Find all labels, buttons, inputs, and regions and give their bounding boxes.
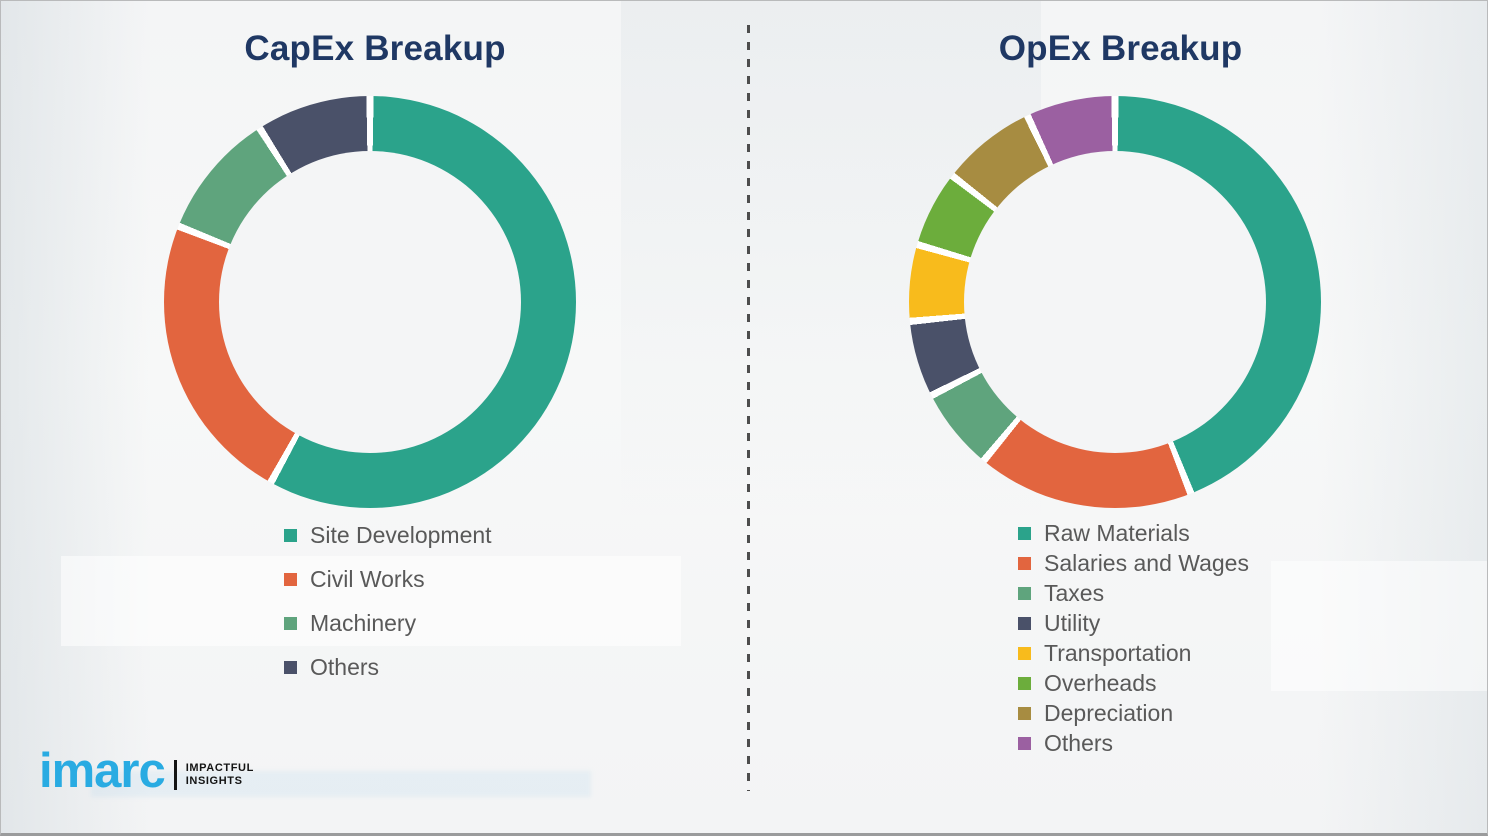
legend-label: Depreciation xyxy=(1044,699,1174,726)
legend-item: Overheads xyxy=(1018,668,1249,698)
legend-swatch xyxy=(284,660,297,674)
legend-label: Taxes xyxy=(1044,579,1105,606)
legend-label: Others xyxy=(310,653,380,680)
legend-label: Utility xyxy=(1044,609,1101,636)
legend-item: Site Development xyxy=(284,513,492,557)
legend-label: Transportation xyxy=(1044,639,1192,666)
legend-swatch xyxy=(1018,736,1031,750)
legend-swatch xyxy=(1018,586,1031,600)
imarc-wordmark: imarc xyxy=(39,744,166,798)
legend-swatch xyxy=(1018,676,1031,690)
logo-tagline-line2: INSIGHTS xyxy=(185,775,243,787)
legend-item: Transportation xyxy=(1018,638,1249,668)
dashed-divider xyxy=(747,25,750,791)
background-patch xyxy=(1271,561,1487,691)
logo-tagline-line1: IMPACTFUL xyxy=(185,762,254,774)
legend-item: Depreciation xyxy=(1018,698,1249,728)
background-patch xyxy=(1317,1,1487,833)
opex-chart-title: OpEx Breakup xyxy=(998,29,1243,68)
legend-label: Salaries and Wages xyxy=(1044,549,1249,576)
legend-item: Taxes xyxy=(1018,578,1249,608)
legend-swatch xyxy=(1018,706,1031,720)
legend-swatch xyxy=(1018,616,1031,630)
legend-label: Site Development xyxy=(310,521,492,548)
legend-item: Others xyxy=(284,645,492,689)
legend-swatch xyxy=(284,528,297,542)
capex-chart-title: CapEx Breakup xyxy=(244,29,506,68)
legend-item: Machinery xyxy=(284,601,492,645)
capex-donut-chart xyxy=(164,96,576,508)
capex-legend: Site Development Civil Works Machinery Othe… xyxy=(284,513,492,689)
legend-item: Salaries and Wages xyxy=(1018,548,1249,578)
logo-tagline: IMPACTFUL INSIGHTS xyxy=(186,762,254,788)
legend-swatch xyxy=(1018,556,1031,570)
logo-divider-bar xyxy=(173,760,177,790)
opex-donut-chart xyxy=(909,96,1321,508)
opex-donut-hole xyxy=(964,151,1266,453)
legend-swatch xyxy=(1018,646,1031,660)
legend-label: Others xyxy=(1044,729,1114,756)
opex-legend: Raw Materials Salaries and Wages Taxes Util… xyxy=(1018,518,1249,758)
legend-label: Civil Works xyxy=(310,565,425,592)
legend-swatch xyxy=(284,572,297,586)
legend-item: Others xyxy=(1018,728,1249,758)
legend-swatch xyxy=(284,616,297,630)
legend-label: Machinery xyxy=(310,609,417,636)
background-patch xyxy=(1,1,151,833)
capex-donut-hole xyxy=(219,151,521,453)
legend-swatch xyxy=(1018,526,1031,540)
legend-item: Utility xyxy=(1018,608,1249,638)
legend-label: Overheads xyxy=(1044,669,1157,696)
legend-item: Raw Materials xyxy=(1018,518,1249,548)
legend-item: Civil Works xyxy=(284,557,492,601)
legend-label: Raw Materials xyxy=(1044,519,1190,546)
imarc-logo: imarc IMPACTFUL INSIGHTS xyxy=(39,741,254,801)
